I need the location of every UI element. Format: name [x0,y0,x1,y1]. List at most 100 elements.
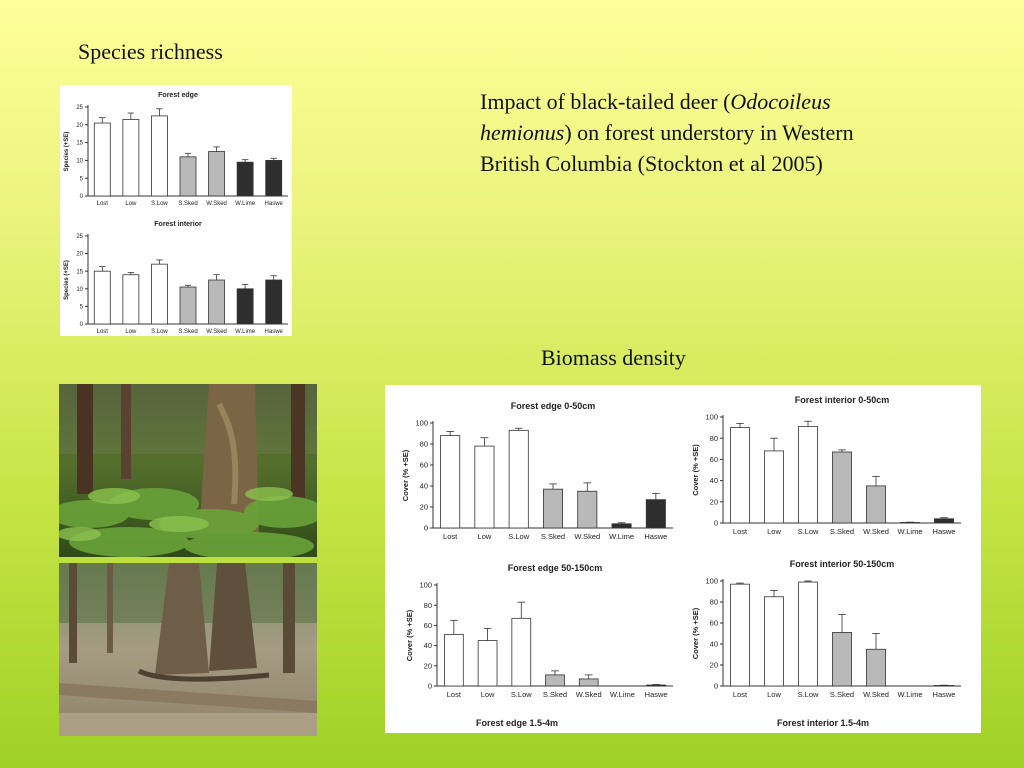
description-part-2: ) on forest understory in Western Britis… [480,120,854,176]
x-tick-label: Low [767,527,781,536]
x-tick-label: Low [125,201,137,207]
y-tick-label: 20 [710,497,718,506]
bar-chart-0: Forest edge Species (+SE) 0 5 10 15 20 25 Lost Lo… [64,92,288,207]
y-tick-label: 10 [76,287,83,293]
bar [208,151,225,197]
bar [866,648,886,687]
bar [93,122,111,197]
bar [798,426,818,524]
bar [832,451,852,524]
y-tick-label: 15 [76,269,83,275]
y-axis-label: Cover (% +SE) [691,444,700,496]
x-tick-label: Haswe [644,532,667,541]
chart-title: Forest interior 50-150cm [790,559,895,569]
bar [508,429,529,529]
x-tick-label: S.Low [511,690,532,699]
bar [93,270,111,325]
x-tick-label: S.Low [151,329,168,335]
bar [236,288,254,325]
y-tick-label: 60 [424,621,432,630]
bar-chart-2: Forest edge 0-50cm Cover (% +SE) 0 20 40 60 80… [401,401,673,541]
bar [934,518,954,524]
bar [440,435,461,529]
x-tick-label: S.Low [798,527,819,536]
forest-fern-understory-photo [59,384,317,557]
x-tick-label: W.Sked [863,690,889,699]
chart-title: Forest interior [154,221,202,228]
caption-interior: Forest interior 1.5-4m [777,718,869,728]
bar [151,115,168,197]
bare-forest-photo-illustration [59,563,317,736]
x-tick-label: S.Sked [178,201,197,207]
bar [151,263,168,325]
chart-title: Forest interior 0-50cm [795,395,890,405]
y-tick-label: 40 [424,641,432,650]
x-tick-label: W.Lime [897,527,922,536]
y-tick-label: 80 [420,440,428,449]
y-tick-label: 20 [76,252,83,258]
y-tick-label: 0 [424,524,428,533]
y-tick-label: 80 [424,601,432,610]
biomass-density-charts: Forest edge 0-50cm Cover (% +SE) 0 20 40 60 80… [401,395,961,728]
y-tick-label: 40 [710,640,718,649]
species-richness-figure: Forest edge Species (+SE) 0 5 10 15 20 25 Lost Lo… [60,85,292,336]
chart-title: Forest edge [158,92,198,99]
x-tick-label: S.Low [508,532,529,541]
y-tick-label: 0 [80,194,84,200]
forest-browsed-understory-photo [59,563,317,736]
bar [764,596,784,687]
x-tick-label: W.Lime [897,690,922,699]
x-tick-label: Lost [733,690,748,699]
x-tick-label: W.Lime [235,201,256,207]
bar [179,286,197,325]
bar [645,499,666,529]
y-axis-label: Cover (% +SE) [401,449,410,501]
bar-chart-3: Forest interior 0-50cm Cover (% +SE) 0 20 40… [691,395,961,536]
x-tick-label: S.Sked [541,532,565,541]
caption-edge: Forest edge 1.5-4m [476,718,558,728]
bar [236,161,254,197]
x-tick-label: Lost [733,527,748,536]
x-tick-label: S.Sked [543,690,567,699]
species-richness-charts: Forest edge Species (+SE) 0 5 10 15 20 25 Lost Lo… [64,92,288,335]
x-tick-label: Haswe [933,527,956,536]
bar [646,684,666,687]
bar [474,445,495,529]
bar [730,583,750,687]
bar-chart-5: Forest interior 50-150cm Cover (% +SE) 0 20… [691,559,961,699]
y-tick-label: 60 [710,455,718,464]
bar [265,160,283,197]
slide-description: Impact of black-tailed deer (Odocoileus … [480,86,860,179]
bar [511,617,532,687]
y-tick-label: 20 [420,503,428,512]
x-tick-label: S.Sked [830,527,854,536]
bar [611,523,632,529]
y-tick-label: 15 [76,141,83,147]
bar [208,279,225,325]
y-tick-label: 10 [76,159,83,165]
y-tick-label: 100 [705,413,718,422]
bar [730,427,750,524]
y-tick-label: 0 [428,682,432,691]
x-tick-label: S.Low [798,690,819,699]
y-tick-label: 0 [80,322,84,328]
x-tick-label: Haswe [645,690,668,699]
y-tick-label: 40 [710,476,718,485]
biomass-density-heading: Biomass density [541,345,686,370]
x-tick-label: W.Lime [609,532,634,541]
x-tick-label: Haswe [265,201,284,207]
y-tick-label: 0 [714,682,718,691]
x-tick-label: Lost [97,201,109,207]
bar [577,490,598,529]
x-tick-label: Lost [447,690,462,699]
x-tick-label: W.Sked [206,329,227,335]
y-tick-label: 20 [76,123,83,129]
bar [179,156,197,197]
x-tick-label: Lost [443,532,458,541]
x-tick-label: Low [478,532,492,541]
species-latin-name: Odocoileus hemionus [480,89,831,145]
y-tick-label: 60 [710,619,718,628]
bar [122,274,140,325]
bar [866,485,886,524]
x-tick-label: Low [481,690,495,699]
